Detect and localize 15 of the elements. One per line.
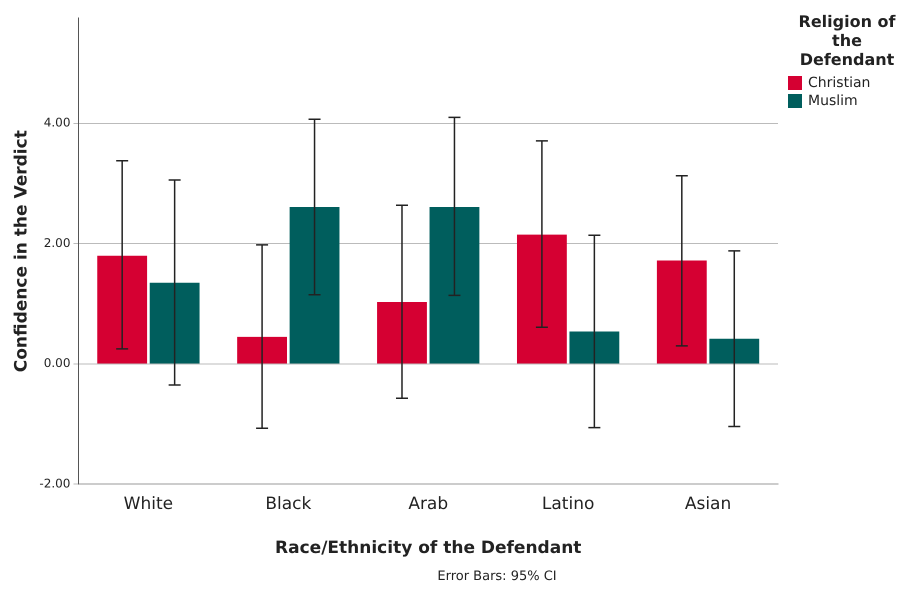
y-tick-label: 2.00: [44, 236, 70, 250]
x-tick-label: White: [124, 494, 174, 514]
legend-label: Christian: [808, 75, 870, 91]
legend-label: Muslim: [808, 93, 858, 109]
x-axis-title: Race/Ethnicity of the Defendant: [275, 538, 582, 558]
y-tick-label: -2.00: [39, 476, 70, 490]
x-tick-label: Arab: [408, 494, 448, 514]
legend-title: Religion of the Defendant: [798, 12, 897, 69]
y-tick-label: 0.00: [44, 356, 70, 370]
x-tick-label: Asian: [684, 494, 732, 514]
x-tick-label: Black: [265, 494, 312, 514]
x-tick-label: Latino: [542, 494, 594, 514]
text: Error Bars: 95% CI: [436, 569, 558, 584]
y-axis-title: Confidence in the Verdict: [12, 130, 32, 372]
y-tick-label: 4.00: [44, 116, 70, 130]
